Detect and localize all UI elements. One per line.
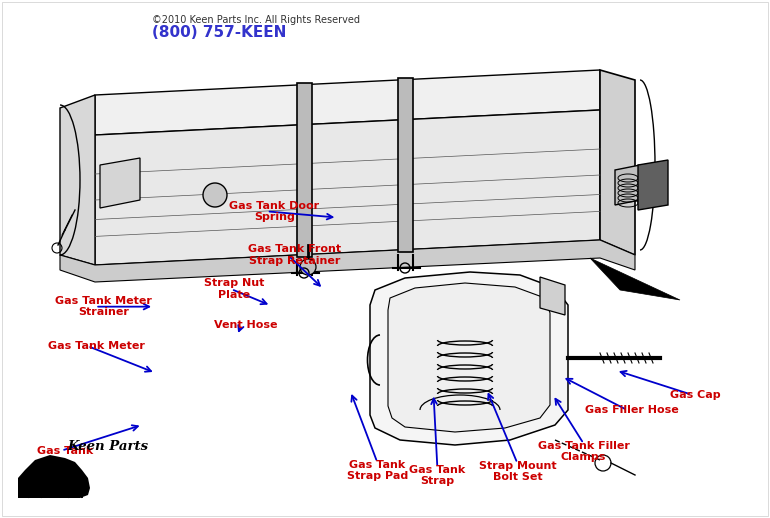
Text: (800) 757-KEEN: (800) 757-KEEN <box>152 25 287 39</box>
Text: Vent Hose: Vent Hose <box>214 320 277 330</box>
Text: Gas Tank: Gas Tank <box>37 445 93 456</box>
Circle shape <box>203 183 227 207</box>
Text: Gas Tank
Strap: Gas Tank Strap <box>409 465 466 486</box>
Polygon shape <box>297 83 312 257</box>
Text: Strap Mount
Bolt Set: Strap Mount Bolt Set <box>479 461 556 482</box>
Text: Gas Tank Filler
Clamps: Gas Tank Filler Clamps <box>537 441 630 463</box>
Text: Keen Parts: Keen Parts <box>67 440 148 453</box>
Polygon shape <box>95 110 600 265</box>
Polygon shape <box>18 455 90 498</box>
Polygon shape <box>370 272 568 445</box>
Text: Gas Tank Door
Spring: Gas Tank Door Spring <box>229 200 320 222</box>
Polygon shape <box>590 258 680 300</box>
Text: Gas Tank Meter
Strainer: Gas Tank Meter Strainer <box>55 296 152 318</box>
Text: Gas Tank Meter: Gas Tank Meter <box>48 341 145 351</box>
Polygon shape <box>95 70 600 135</box>
Polygon shape <box>60 240 635 282</box>
Polygon shape <box>638 160 668 210</box>
Text: Gas Filler Hose: Gas Filler Hose <box>585 405 679 415</box>
Polygon shape <box>615 165 640 205</box>
Text: Strap Nut
Plate: Strap Nut Plate <box>204 278 264 300</box>
Polygon shape <box>600 70 635 255</box>
Text: Gas Tank Front
Strap Retainer: Gas Tank Front Strap Retainer <box>248 244 341 266</box>
Polygon shape <box>100 158 140 208</box>
Text: Gas Cap: Gas Cap <box>670 390 721 400</box>
Polygon shape <box>398 78 413 252</box>
Text: Gas Tank
Strap Pad: Gas Tank Strap Pad <box>346 459 408 481</box>
Polygon shape <box>540 277 565 315</box>
Circle shape <box>300 259 316 275</box>
Polygon shape <box>60 95 95 265</box>
Polygon shape <box>388 283 550 432</box>
Text: ©2010 Keen Parts Inc. All Rights Reserved: ©2010 Keen Parts Inc. All Rights Reserve… <box>152 15 360 25</box>
